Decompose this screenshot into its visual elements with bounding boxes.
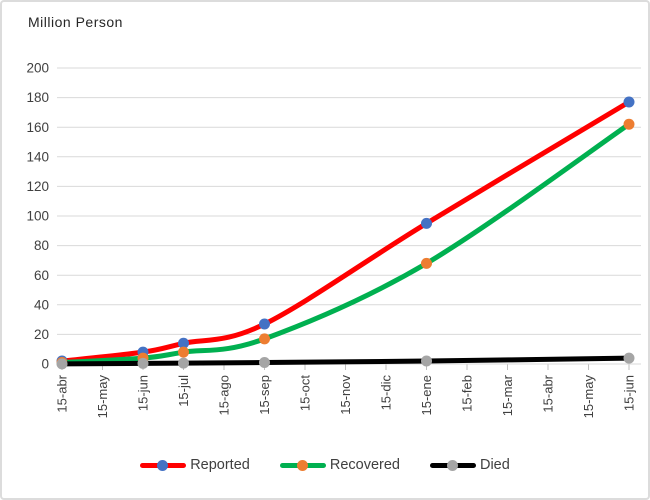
svg-text:15-ene: 15-ene (419, 375, 434, 415)
x-axis-labels: 15-abr 15-may 15-jun 15-jul 15-ago 15-sep 15-o… (55, 374, 637, 418)
axis-title: Million Person (28, 14, 123, 30)
svg-text:15-mar: 15-mar (500, 374, 515, 416)
series-died[interactable] (56, 352, 635, 370)
data-point-died[interactable] (421, 355, 432, 367)
series-line-recovered[interactable] (59, 121, 632, 366)
data-point-died[interactable] (56, 358, 68, 370)
gridlines (57, 67, 641, 365)
svg-text:140: 140 (26, 149, 49, 164)
series-reported[interactable] (56, 96, 635, 367)
svg-text:15-dic: 15-dic (379, 375, 394, 411)
died-line-marker-swatch (429, 459, 476, 471)
svg-text:0: 0 (41, 357, 49, 372)
svg-text:15-abr: 15-abr (541, 374, 556, 412)
legend-label-recovered: Recovered (329, 457, 400, 473)
data-point-reported[interactable] (421, 217, 432, 229)
legend-item-recovered[interactable]: Recovered (279, 457, 400, 473)
data-point-recovered[interactable] (178, 346, 189, 358)
svg-text:15-jun: 15-jun (622, 375, 637, 411)
svg-text:200: 200 (26, 61, 49, 76)
svg-text:15-may: 15-may (581, 375, 596, 419)
data-point-died[interactable] (623, 352, 635, 364)
data-point-reported[interactable] (623, 96, 635, 108)
y-axis-labels: 0 20 40 60 80 100 120 140 160 180 200 (26, 61, 49, 372)
svg-text:15-oct: 15-oct (298, 375, 313, 412)
svg-text:80: 80 (34, 238, 49, 253)
svg-text:15-ago: 15-ago (217, 375, 232, 415)
legend-label-died: Died (479, 457, 510, 473)
series-recovered[interactable] (56, 118, 635, 369)
svg-text:15-sep: 15-sep (257, 375, 272, 415)
svg-text:20: 20 (34, 327, 49, 342)
svg-text:60: 60 (34, 268, 49, 283)
svg-text:15-jun: 15-jun (136, 375, 151, 411)
data-point-recovered[interactable] (421, 257, 432, 269)
data-point-reported[interactable] (259, 318, 270, 330)
svg-text:160: 160 (26, 120, 49, 135)
svg-text:15-feb: 15-feb (460, 375, 475, 412)
data-point-died[interactable] (259, 357, 270, 369)
svg-text:15-jul: 15-jul (176, 375, 191, 407)
reported-line-marker-swatch (140, 459, 187, 471)
svg-text:15-may: 15-may (95, 375, 110, 419)
legend: Reported Recovered Died (2, 457, 648, 473)
svg-text:40: 40 (34, 297, 49, 312)
svg-text:100: 100 (26, 209, 49, 224)
svg-text:15-abr: 15-abr (55, 374, 70, 412)
svg-text:120: 120 (26, 179, 49, 194)
series-line-reported[interactable] (59, 99, 632, 364)
svg-text:15-nov: 15-nov (338, 375, 353, 415)
data-point-recovered[interactable] (623, 118, 635, 130)
recovered-line-marker-swatch (279, 459, 326, 471)
legend-item-died[interactable]: Died (429, 457, 510, 473)
legend-label-reported: Reported (190, 457, 250, 473)
data-point-recovered[interactable] (259, 333, 270, 345)
data-point-died[interactable] (137, 357, 149, 369)
data-point-died[interactable] (178, 357, 189, 369)
svg-text:180: 180 (26, 90, 49, 105)
data-point-reported[interactable] (178, 337, 189, 349)
legend-item-reported[interactable]: Reported (140, 457, 250, 473)
